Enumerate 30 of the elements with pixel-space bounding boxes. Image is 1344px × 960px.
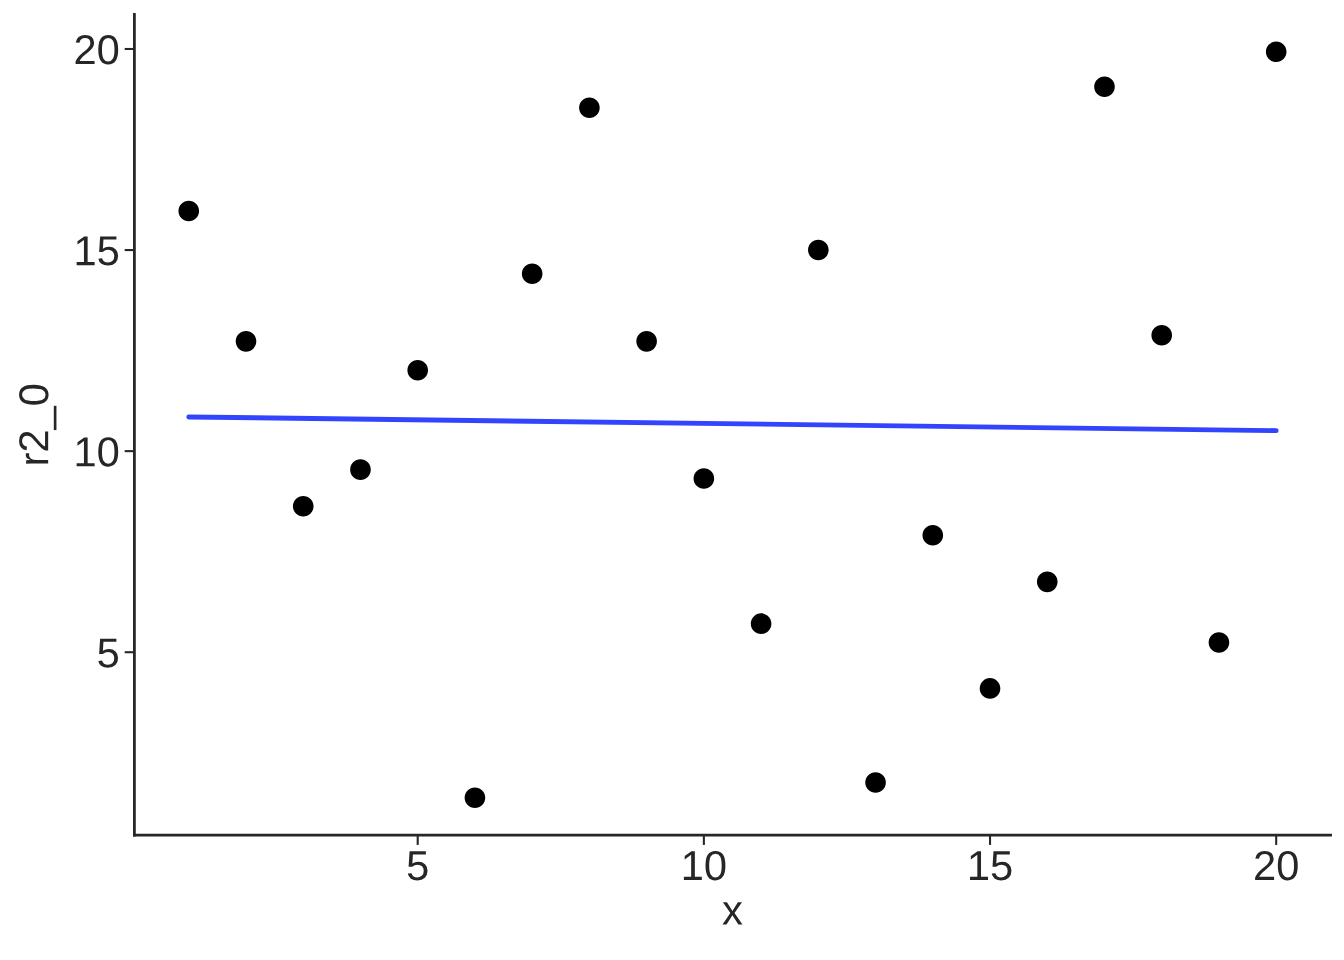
- point: [1036, 571, 1058, 593]
- point: [235, 331, 257, 352]
- point: [808, 239, 829, 261]
- x-tick-label: 20: [1255, 850, 1298, 881]
- point: [693, 468, 715, 489]
- y-axis-title: r2_0: [19, 384, 57, 464]
- y-tick-label: 20: [75, 34, 119, 65]
- point: [407, 360, 428, 381]
- point: [464, 787, 486, 809]
- x-tick-label: 10: [683, 850, 726, 881]
- x-axis-title: x: [722, 902, 743, 925]
- point: [1208, 632, 1230, 653]
- point: [636, 331, 657, 352]
- point: [350, 459, 371, 480]
- point: [1265, 41, 1287, 63]
- point: [292, 495, 314, 517]
- x-tick-label: 5: [407, 851, 428, 881]
- point: [579, 97, 600, 118]
- point: [750, 613, 772, 634]
- y-tick-label: 10: [76, 437, 119, 467]
- y-tick-label: 15: [76, 236, 119, 266]
- point: [1151, 325, 1173, 346]
- point: [521, 263, 543, 285]
- y-tick-label: 5: [98, 638, 119, 668]
- point: [1094, 76, 1115, 98]
- point: [922, 524, 944, 546]
- point: [178, 200, 200, 222]
- point: [865, 772, 886, 793]
- point: [979, 678, 1001, 699]
- x-tick-label: 15: [970, 851, 1012, 881]
